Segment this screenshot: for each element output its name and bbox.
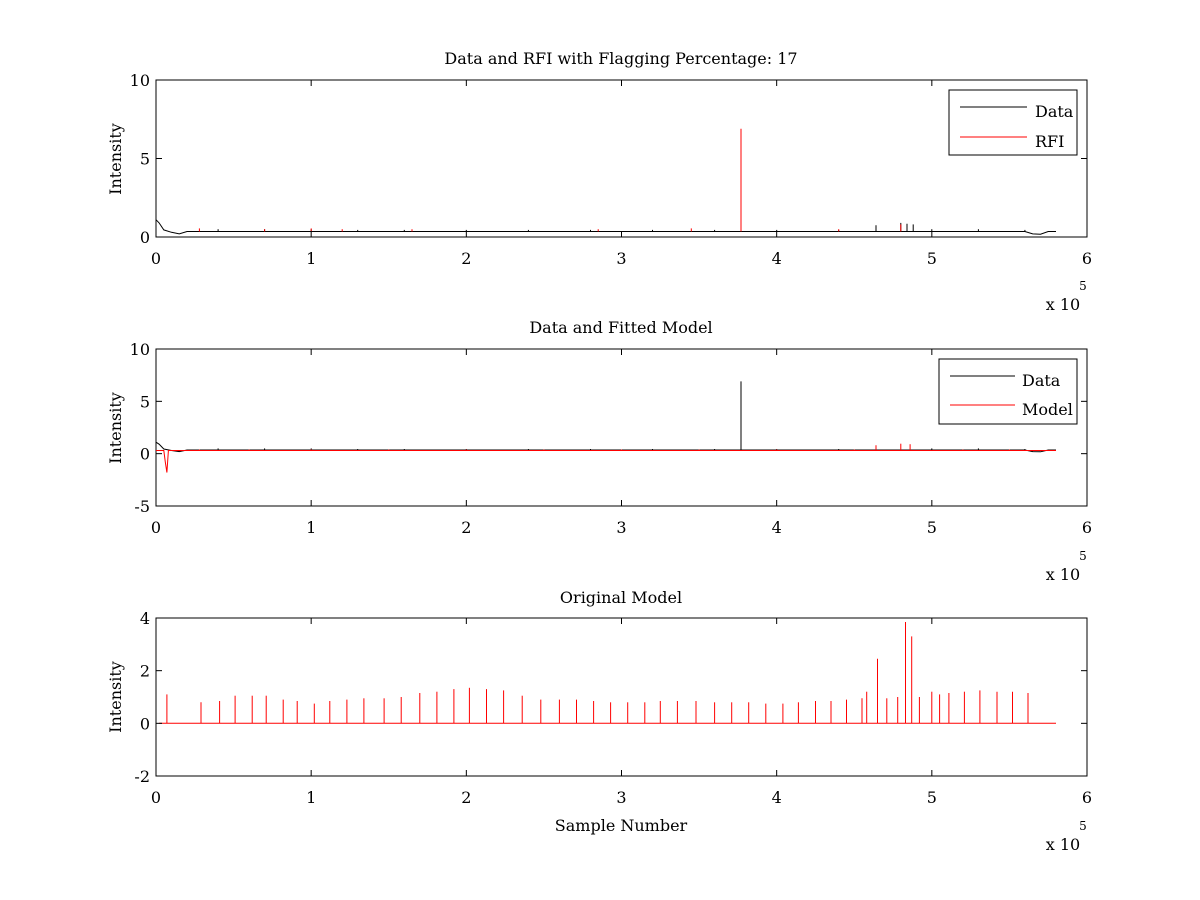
series-model-line <box>156 450 1056 473</box>
y-tick-label: 0 <box>140 228 150 247</box>
data-layer <box>155 381 1056 473</box>
x-tick-label: 5 <box>927 249 937 268</box>
legend: Data Model <box>938 358 1078 425</box>
y-tick-label: 0 <box>140 714 150 733</box>
y-axis-label: Intensity <box>106 392 125 464</box>
x-tick-label: 2 <box>461 518 471 537</box>
y-tick-label: 4 <box>140 609 150 628</box>
x-tick-label: 3 <box>616 518 626 537</box>
x-axis-multiplier: x 10 <box>1046 835 1080 854</box>
x-axis-multiplier-exponent: 5 <box>1079 549 1087 563</box>
x-axis-multiplier-exponent: 5 <box>1079 819 1087 833</box>
x-tick-label: 1 <box>306 249 316 268</box>
chart-title: Data and Fitted Model <box>529 318 712 337</box>
legend-label-data: Data <box>1035 102 1074 121</box>
x-tick-label: 0 <box>151 788 161 807</box>
plot-area <box>155 79 1088 238</box>
y-axis-label: Intensity <box>106 661 125 733</box>
y-tick-label: 2 <box>140 662 150 681</box>
legend-box <box>948 89 1078 156</box>
legend-label-rfi: RFI <box>1035 132 1064 151</box>
chart-title: Data and RFI with Flagging Percentage: 1… <box>444 49 797 68</box>
x-tick-label: 6 <box>1082 249 1092 268</box>
x-tick-label: 0 <box>151 518 161 537</box>
x-tick-label: 6 <box>1082 518 1092 537</box>
x-tick-label: 3 <box>616 249 626 268</box>
x-axis-multiplier: x 10 <box>1046 295 1080 314</box>
legend-label-data: Data <box>1022 371 1061 390</box>
x-tick-label: 4 <box>772 788 782 807</box>
legend-label-model: Model <box>1022 400 1073 419</box>
legend: Data RFI <box>948 89 1078 156</box>
x-tick-label: 6 <box>1082 788 1092 807</box>
x-axis-label: Sample Number <box>555 816 688 835</box>
x-tick-label: 0 <box>151 249 161 268</box>
y-tick-label: 10 <box>130 340 150 359</box>
y-axis-label: Intensity <box>106 123 125 195</box>
x-tick-label: 1 <box>306 518 316 537</box>
x-tick-label: 4 <box>772 518 782 537</box>
data-layer <box>155 128 1056 235</box>
x-tick-label: 1 <box>306 788 316 807</box>
series-data-line <box>155 219 1056 235</box>
x-axis-multiplier: x 10 <box>1046 565 1080 584</box>
y-tick-label: 10 <box>130 71 150 90</box>
data-layer <box>159 622 1056 724</box>
y-tick-label: -5 <box>134 497 150 516</box>
x-tick-label: 4 <box>772 249 782 268</box>
x-tick-label: 3 <box>616 788 626 807</box>
plot-area <box>155 348 1088 507</box>
legend-box <box>938 358 1078 425</box>
x-tick-label: 2 <box>461 788 471 807</box>
x-tick-label: 2 <box>461 249 471 268</box>
x-axis-multiplier-exponent: 5 <box>1079 279 1087 293</box>
y-tick-label: 5 <box>140 392 150 411</box>
x-tick-label: 5 <box>927 788 937 807</box>
subplot-1: Data and RFI with Flagging Percentage: 1… <box>106 49 1092 314</box>
x-tick-label: 5 <box>927 518 937 537</box>
y-tick-label: -2 <box>134 767 150 786</box>
plot-area <box>155 617 1088 777</box>
y-tick-label: 5 <box>140 150 150 169</box>
chart-title: Original Model <box>560 588 682 607</box>
tick-layer: 0 1 2 3 4 5 6 0 5 10 <box>130 71 1092 268</box>
y-tick-label: 0 <box>140 445 150 464</box>
